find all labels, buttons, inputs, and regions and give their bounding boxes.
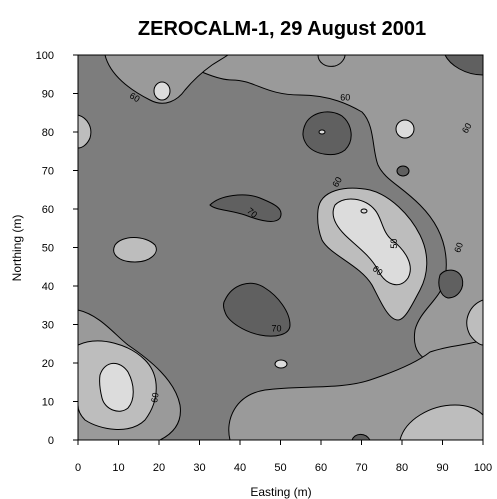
- contour-band-above-80-top-center: [302, 111, 352, 156]
- contour-label: 60: [371, 264, 385, 278]
- contour-band-60-70-top-strip: [317, 55, 346, 67]
- contour-label: 50: [389, 239, 399, 249]
- x-tick-label: 20: [153, 462, 165, 474]
- contour-label: 60: [460, 121, 474, 135]
- x-tick-label: 40: [234, 462, 246, 474]
- contour-label: 60: [330, 175, 344, 189]
- x-tick-label: 50: [274, 462, 286, 474]
- y-tick-label: 60: [42, 204, 54, 216]
- y-tick-label: 70: [42, 166, 54, 178]
- contour-band-above-80-right: [438, 269, 464, 299]
- contour-band-below-50-top: [153, 81, 171, 101]
- contour-labels: 60 60 60 60 70 50 60 60 70 60: [128, 91, 474, 404]
- x-axis: 0 10 20 30 40 50 60 70 80 90 100: [75, 440, 492, 474]
- contour-label: 60: [128, 91, 142, 105]
- contour-band-below-50-lower-left: [99, 362, 134, 412]
- contour-band-50-60-left-small: [113, 237, 157, 263]
- y-axis-label: Northing (m): [10, 215, 24, 282]
- x-tick-label: 90: [436, 462, 448, 474]
- contour-band-above-80-small-right: [396, 165, 410, 177]
- x-tick-label: 70: [355, 462, 367, 474]
- contour-band-below-50-tiny-center: [360, 208, 368, 214]
- y-tick-label: 40: [42, 281, 54, 293]
- contour-band-50-60-right-edge: [466, 299, 483, 346]
- contour-label: 70: [271, 323, 281, 333]
- contour-band-below-50-right: [332, 198, 411, 286]
- y-tick-label: 20: [42, 358, 54, 370]
- contour-label: 70: [245, 206, 259, 220]
- contour-band-below-50-center-small: [274, 359, 288, 369]
- contour-band-60-70-top-left: [104, 55, 229, 104]
- y-tick-label: 0: [48, 435, 54, 447]
- y-tick-label: 100: [36, 50, 54, 62]
- contour-band-below-50-top-right: [395, 119, 415, 139]
- y-tick-label: 90: [42, 89, 54, 101]
- contour-band-below-50-tiny-top: [318, 129, 326, 135]
- contour-band-above-80-lower-center: [223, 282, 291, 337]
- x-tick-label: 10: [112, 462, 124, 474]
- contour-band-above-80-left-center: [209, 194, 282, 222]
- x-tick-label: 60: [315, 462, 327, 474]
- contour-label: 60: [149, 392, 161, 404]
- contour-band-above-80-top-right: [444, 55, 483, 76]
- plot-area: 60 60 60 60 70 50 60 60 70 60: [78, 55, 483, 440]
- contour-label: 60: [340, 92, 350, 102]
- y-tick-label: 80: [42, 127, 54, 139]
- y-axis: 0 10 20 30 40 50 60 70 80 90 100: [36, 50, 78, 447]
- x-tick-label: 30: [193, 462, 205, 474]
- y-tick-label: 30: [42, 320, 54, 332]
- contour-band-50-60-left-edge: [78, 114, 92, 149]
- chart-title: ZEROCALM-1, 29 August 2001: [138, 18, 426, 40]
- y-tick-label: 50: [42, 243, 54, 255]
- contour-band-50-60-bottom-right: [399, 404, 483, 440]
- contour-label: 60: [452, 241, 465, 254]
- y-tick-label: 10: [42, 397, 54, 409]
- x-tick-label: 100: [474, 462, 492, 474]
- x-tick-label: 80: [396, 462, 408, 474]
- x-axis-label: Easting (m): [250, 485, 311, 499]
- x-tick-label: 0: [75, 462, 81, 474]
